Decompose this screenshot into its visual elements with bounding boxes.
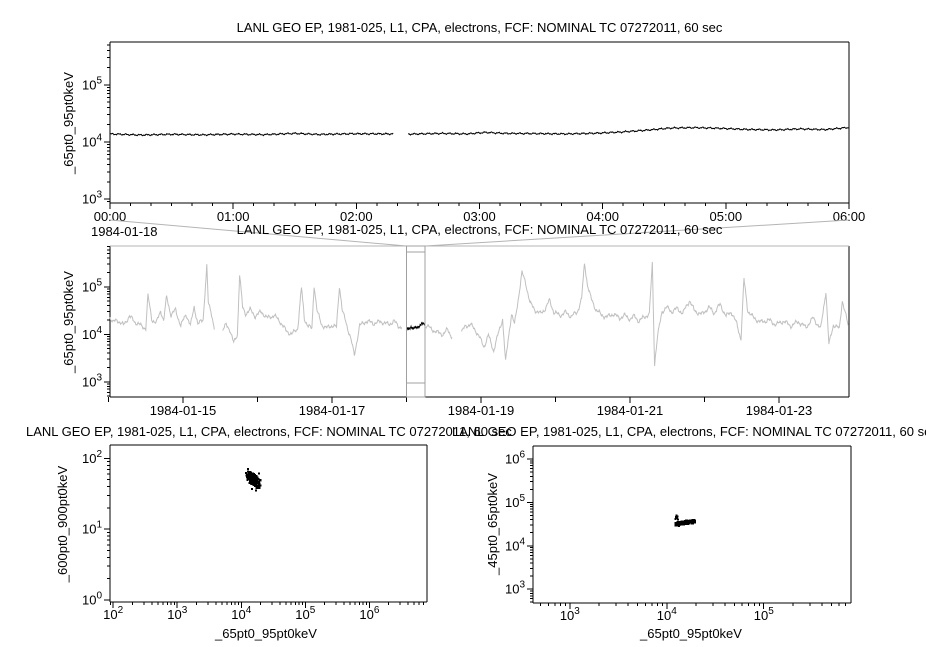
svg-text:106: 106 (359, 605, 379, 622)
svg-text:05:00: 05:00 (710, 209, 743, 224)
svg-text:02:00: 02:00 (340, 209, 373, 224)
svg-text:105: 105 (754, 606, 774, 623)
svg-text:105: 105 (505, 493, 525, 510)
x-axis-label-bottom-left: _65pt0_95pt0keV (215, 626, 317, 641)
context-timeseries-panel[interactable]: 103 104 105 1984-01-15 1984-01-17 1984-01-19 1… (82, 245, 850, 418)
svg-text:104: 104 (82, 132, 102, 149)
svg-text:100: 100 (82, 590, 102, 607)
scatter-panel-600-900[interactable]: 100 101 102 102 103 104 105 106 (82, 444, 428, 622)
svg-text:106: 106 (505, 450, 525, 467)
svg-text:06:00: 06:00 (833, 209, 866, 224)
svg-text:1984-01-15: 1984-01-15 (150, 403, 217, 418)
svg-text:1984-01-17: 1984-01-17 (299, 403, 366, 418)
svg-text:104: 104 (231, 605, 251, 622)
svg-text:103: 103 (560, 606, 580, 623)
svg-text:104: 104 (657, 606, 677, 623)
svg-text:105: 105 (295, 605, 315, 622)
y-axis-label-bottom-right: _45pt0_65pt0keV (485, 473, 500, 575)
zoom-connector-lines (109, 219, 850, 247)
panel-title-bottom-right: LANL GEO EP, 1981-025, L1, CPA, electron… (452, 424, 926, 439)
svg-text:102: 102 (82, 449, 102, 466)
svg-text:103: 103 (505, 580, 525, 597)
svg-text:104: 104 (82, 325, 102, 342)
svg-text:103: 103 (167, 605, 187, 622)
svg-text:03:00: 03:00 (463, 209, 496, 224)
svg-text:00:00: 00:00 (94, 209, 127, 224)
panel-title-bottom-left: LANL GEO EP, 1981-025, L1, CPA, electron… (26, 424, 512, 439)
svg-text:01:00: 01:00 (217, 209, 250, 224)
svg-text:103: 103 (82, 372, 102, 389)
svg-text:105: 105 (82, 75, 102, 92)
svg-text:1984-01-23: 1984-01-23 (746, 403, 813, 418)
svg-text:102: 102 (103, 605, 123, 622)
svg-text:1984-01-21: 1984-01-21 (597, 403, 664, 418)
panel-title-middle: LANL GEO EP, 1981-025, L1, CPA, electron… (236, 222, 723, 237)
x-axis-context-date: 1984-01-18 (91, 224, 158, 239)
panel-title-top: LANL GEO EP, 1981-025, L1, CPA, electron… (236, 20, 723, 35)
svg-text:1984-01-19: 1984-01-19 (448, 403, 515, 418)
time-range-selector[interactable] (405, 245, 426, 398)
svg-text:04:00: 04:00 (586, 209, 619, 224)
x-axis-label-bottom-right: _65pt0_95pt0keV (640, 626, 742, 641)
top-timeseries-panel[interactable]: 103 104 105 00:00 01:00 02:00 03:00 04:00 05:00 0… (82, 41, 866, 224)
svg-text:101: 101 (82, 520, 102, 537)
svg-text:103: 103 (82, 190, 102, 207)
svg-text:105: 105 (82, 277, 102, 294)
svg-text:104: 104 (505, 536, 525, 553)
scatter-panel-45-65[interactable]: 103 104 105 106 103 104 105 (505, 445, 852, 623)
y-axis-label-bottom-left: _600pt0_900pt0keV (55, 465, 70, 583)
